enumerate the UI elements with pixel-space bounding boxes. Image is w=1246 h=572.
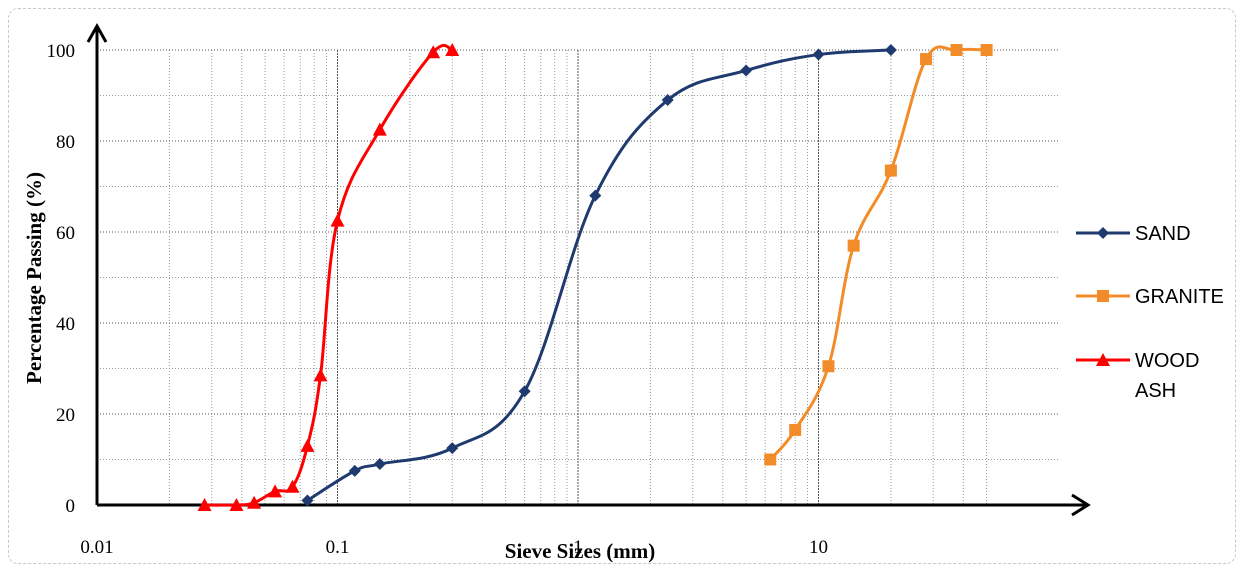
data-point-wood-ash: [247, 495, 262, 509]
legend-label-wood-ash: ASH: [1135, 380, 1176, 402]
data-point-sand: [348, 464, 361, 477]
series-sand: [301, 44, 897, 507]
chart-frame: [8, 8, 1236, 564]
data-point-sand: [446, 442, 459, 455]
series-wood-ash: [197, 43, 460, 511]
data-point-sand: [884, 44, 897, 56]
legend-label-sand: SAND: [1135, 223, 1191, 245]
y-axis-arrow: [86, 22, 108, 43]
data-point-wood-ash: [330, 213, 345, 227]
data-point-wood-ash: [285, 479, 300, 493]
x-axis-title: Sieve Sizes (mm): [505, 539, 655, 563]
y-axis-title: Percentage Passing (%): [22, 172, 46, 384]
x-tick-labels: 0.01 0.1 1 10: [80, 537, 828, 558]
data-point-sand: [661, 94, 674, 107]
y-tick-label: 20: [56, 405, 75, 426]
x-tick-label: 0.1: [326, 537, 350, 558]
x-tick-label: 10: [809, 537, 828, 558]
series-sand-line: [306, 48, 891, 502]
legend-label-wood-ash: WOOD: [1135, 350, 1199, 372]
data-point-sand: [740, 64, 753, 77]
data-point-granite: [764, 453, 777, 466]
legend-marker-wood-ash: [1096, 353, 1110, 366]
data-point-granite: [980, 44, 993, 56]
y-tick-labels: 0 20 40 60 80 100: [47, 41, 76, 517]
legend-marker-sand: [1097, 227, 1109, 239]
data-point-wood-ash: [313, 368, 328, 382]
data-point-granite: [847, 239, 860, 252]
data-point-wood-ash: [197, 498, 212, 511]
data-point-wood-ash: [229, 498, 244, 511]
data-point-granite: [789, 423, 802, 436]
data-point-sand: [518, 385, 531, 398]
data-point-wood-ash: [445, 43, 460, 56]
data-point-wood-ash: [426, 45, 441, 59]
data-point-sand: [589, 189, 602, 202]
y-tick-label: 100: [47, 41, 76, 62]
data-point-wood-ash: [268, 484, 283, 498]
data-point-granite: [822, 360, 835, 373]
y-tick-label: 0: [66, 496, 76, 517]
data-point-granite: [884, 164, 897, 177]
y-tick-label: 40: [56, 314, 75, 335]
data-point-sand: [373, 458, 386, 471]
data-point-wood-ash: [372, 122, 387, 136]
series-granite-line: [769, 45, 987, 461]
data-point-granite: [920, 53, 933, 66]
data-point-sand: [301, 494, 314, 507]
legend-marker-granite: [1097, 290, 1109, 302]
data-point-wood-ash: [300, 438, 315, 452]
y-tick-label: 60: [56, 223, 75, 244]
data-point-sand: [812, 48, 825, 61]
y-tick-label: 80: [56, 132, 75, 153]
series-granite: [764, 44, 993, 466]
x-tick-label: 0.01: [80, 537, 113, 558]
series-layer: [197, 43, 993, 511]
x-axis-arrow: [1071, 493, 1091, 517]
legend-label-granite: GRANITE: [1135, 286, 1224, 308]
x-tick-label: 1: [573, 537, 583, 558]
data-point-granite: [950, 44, 963, 56]
grid-lines: [97, 49, 1058, 505]
legend: SAND GRANITE WOOD ASH: [1076, 223, 1224, 402]
axes: [86, 22, 1091, 517]
